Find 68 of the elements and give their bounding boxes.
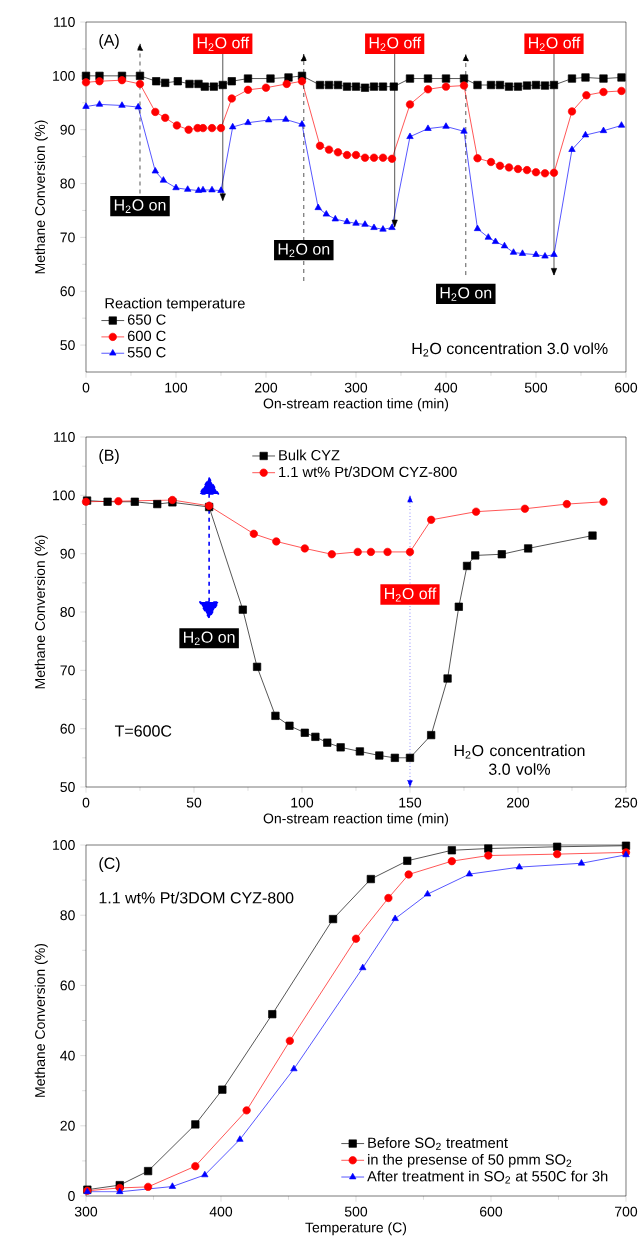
x-tick-label: 100 bbox=[165, 382, 188, 393]
x-tick-label: 400 bbox=[434, 382, 458, 393]
x-tick-label: 500 bbox=[344, 1206, 368, 1217]
x-tick-label: 100 bbox=[291, 797, 314, 808]
y-tick-label: 100 bbox=[53, 840, 75, 850]
x-axis-title: On-stream reaction time (min) bbox=[263, 813, 449, 827]
ref-line-label: H$_{2}$O off bbox=[529, 36, 581, 51]
ref-line-label: H$_{2}$O on bbox=[278, 243, 330, 257]
annotation: (C) bbox=[99, 857, 120, 873]
legend-label: Before SO$_{2}$ treatment bbox=[368, 1137, 508, 1151]
legend-label: 550 C bbox=[127, 347, 166, 358]
ref-line-label: H$_{2}$O on bbox=[114, 199, 166, 213]
ref-line-label: H$_{2}$O on bbox=[184, 631, 235, 646]
x-axis-title: On-stream reaction time (min) bbox=[263, 398, 449, 412]
x-tick-label: 0 bbox=[82, 797, 90, 808]
x-tick-label: 300 bbox=[344, 382, 368, 393]
y-tick-label: 40 bbox=[60, 1050, 75, 1061]
annotation: (B) bbox=[99, 449, 119, 465]
x-tick-label: 200 bbox=[507, 797, 530, 808]
x-tick-label: 0 bbox=[82, 382, 90, 393]
y-tick-label: 100 bbox=[53, 70, 75, 81]
x-tick-label: 600 bbox=[615, 382, 638, 393]
y-tick-label: 110 bbox=[54, 17, 75, 27]
y-axis-title: Methane Conversion (%) bbox=[34, 120, 48, 274]
legend-label: 650 C bbox=[127, 314, 166, 325]
x-tick-label: 300 bbox=[74, 1206, 98, 1217]
y-axis-title: Methane Conversion (%) bbox=[34, 944, 48, 1097]
x-tick-label: 150 bbox=[399, 797, 422, 808]
y-tick-label: 50 bbox=[60, 782, 75, 792]
legend-title: Reaction temperature bbox=[105, 297, 245, 312]
x-tick-label: 250 bbox=[615, 797, 638, 808]
x-tick-label: 50 bbox=[186, 797, 202, 808]
y-tick-label: 70 bbox=[60, 665, 75, 676]
y-tick-label: 60 bbox=[60, 723, 75, 734]
y-tick-label: 80 bbox=[60, 178, 75, 189]
ref-line-label: H$_{2}$O on bbox=[440, 287, 492, 301]
legend-label: Bulk CYZ bbox=[279, 449, 340, 461]
y-tick-label: 50 bbox=[60, 340, 75, 351]
y-tick-label: 20 bbox=[60, 1120, 75, 1131]
ref-line-label: H$_{2}$O off bbox=[369, 36, 421, 51]
x-tick-label: 700 bbox=[615, 1206, 638, 1217]
annotation: (A) bbox=[99, 34, 119, 50]
x-tick-label: 600 bbox=[480, 1206, 503, 1217]
x-axis-title: Temperature (C) bbox=[305, 1222, 407, 1236]
legend-label: 1.1 wt% Pt/3DOM CYZ-800 bbox=[279, 466, 457, 478]
y-axis-title: Methane Conversion (%) bbox=[34, 535, 48, 689]
x-tick-label: 400 bbox=[209, 1206, 233, 1217]
x-tick-label: 200 bbox=[255, 382, 278, 393]
y-tick-label: 80 bbox=[60, 607, 75, 617]
legend-label: in the presense of 50 pmm SO$_{2}$ bbox=[368, 1153, 572, 1168]
y-tick-label: 90 bbox=[60, 124, 75, 135]
x-tick-label: 500 bbox=[524, 382, 548, 393]
y-tick-label: 70 bbox=[60, 232, 75, 243]
y-tick-label: 0 bbox=[68, 1191, 75, 1201]
y-tick-label: 60 bbox=[60, 286, 75, 297]
legend-label: 600 C bbox=[127, 330, 166, 342]
y-tick-label: 110 bbox=[54, 432, 75, 442]
y-tick-label: 80 bbox=[60, 910, 75, 921]
annotation: H$_{2}$O concentration 3.0 vol% bbox=[454, 744, 585, 775]
annotation: T=600C bbox=[114, 725, 172, 737]
ref-line-label: H$_{2}$O off bbox=[385, 587, 437, 602]
y-tick-label: 90 bbox=[60, 548, 75, 559]
legend-label: After treatment in SO$_{2}$ at 550C for 3h bbox=[367, 1170, 608, 1184]
y-tick-label: 60 bbox=[60, 980, 75, 991]
ref-line-label: H$_{2}$O off bbox=[197, 36, 250, 51]
y-tick-label: 100 bbox=[53, 490, 75, 501]
annotation: 1.1 wt% Pt/3DOM CYZ-800 bbox=[99, 891, 294, 904]
annotation: H$_{2}$O concentration 3.0 vol% bbox=[412, 342, 608, 357]
